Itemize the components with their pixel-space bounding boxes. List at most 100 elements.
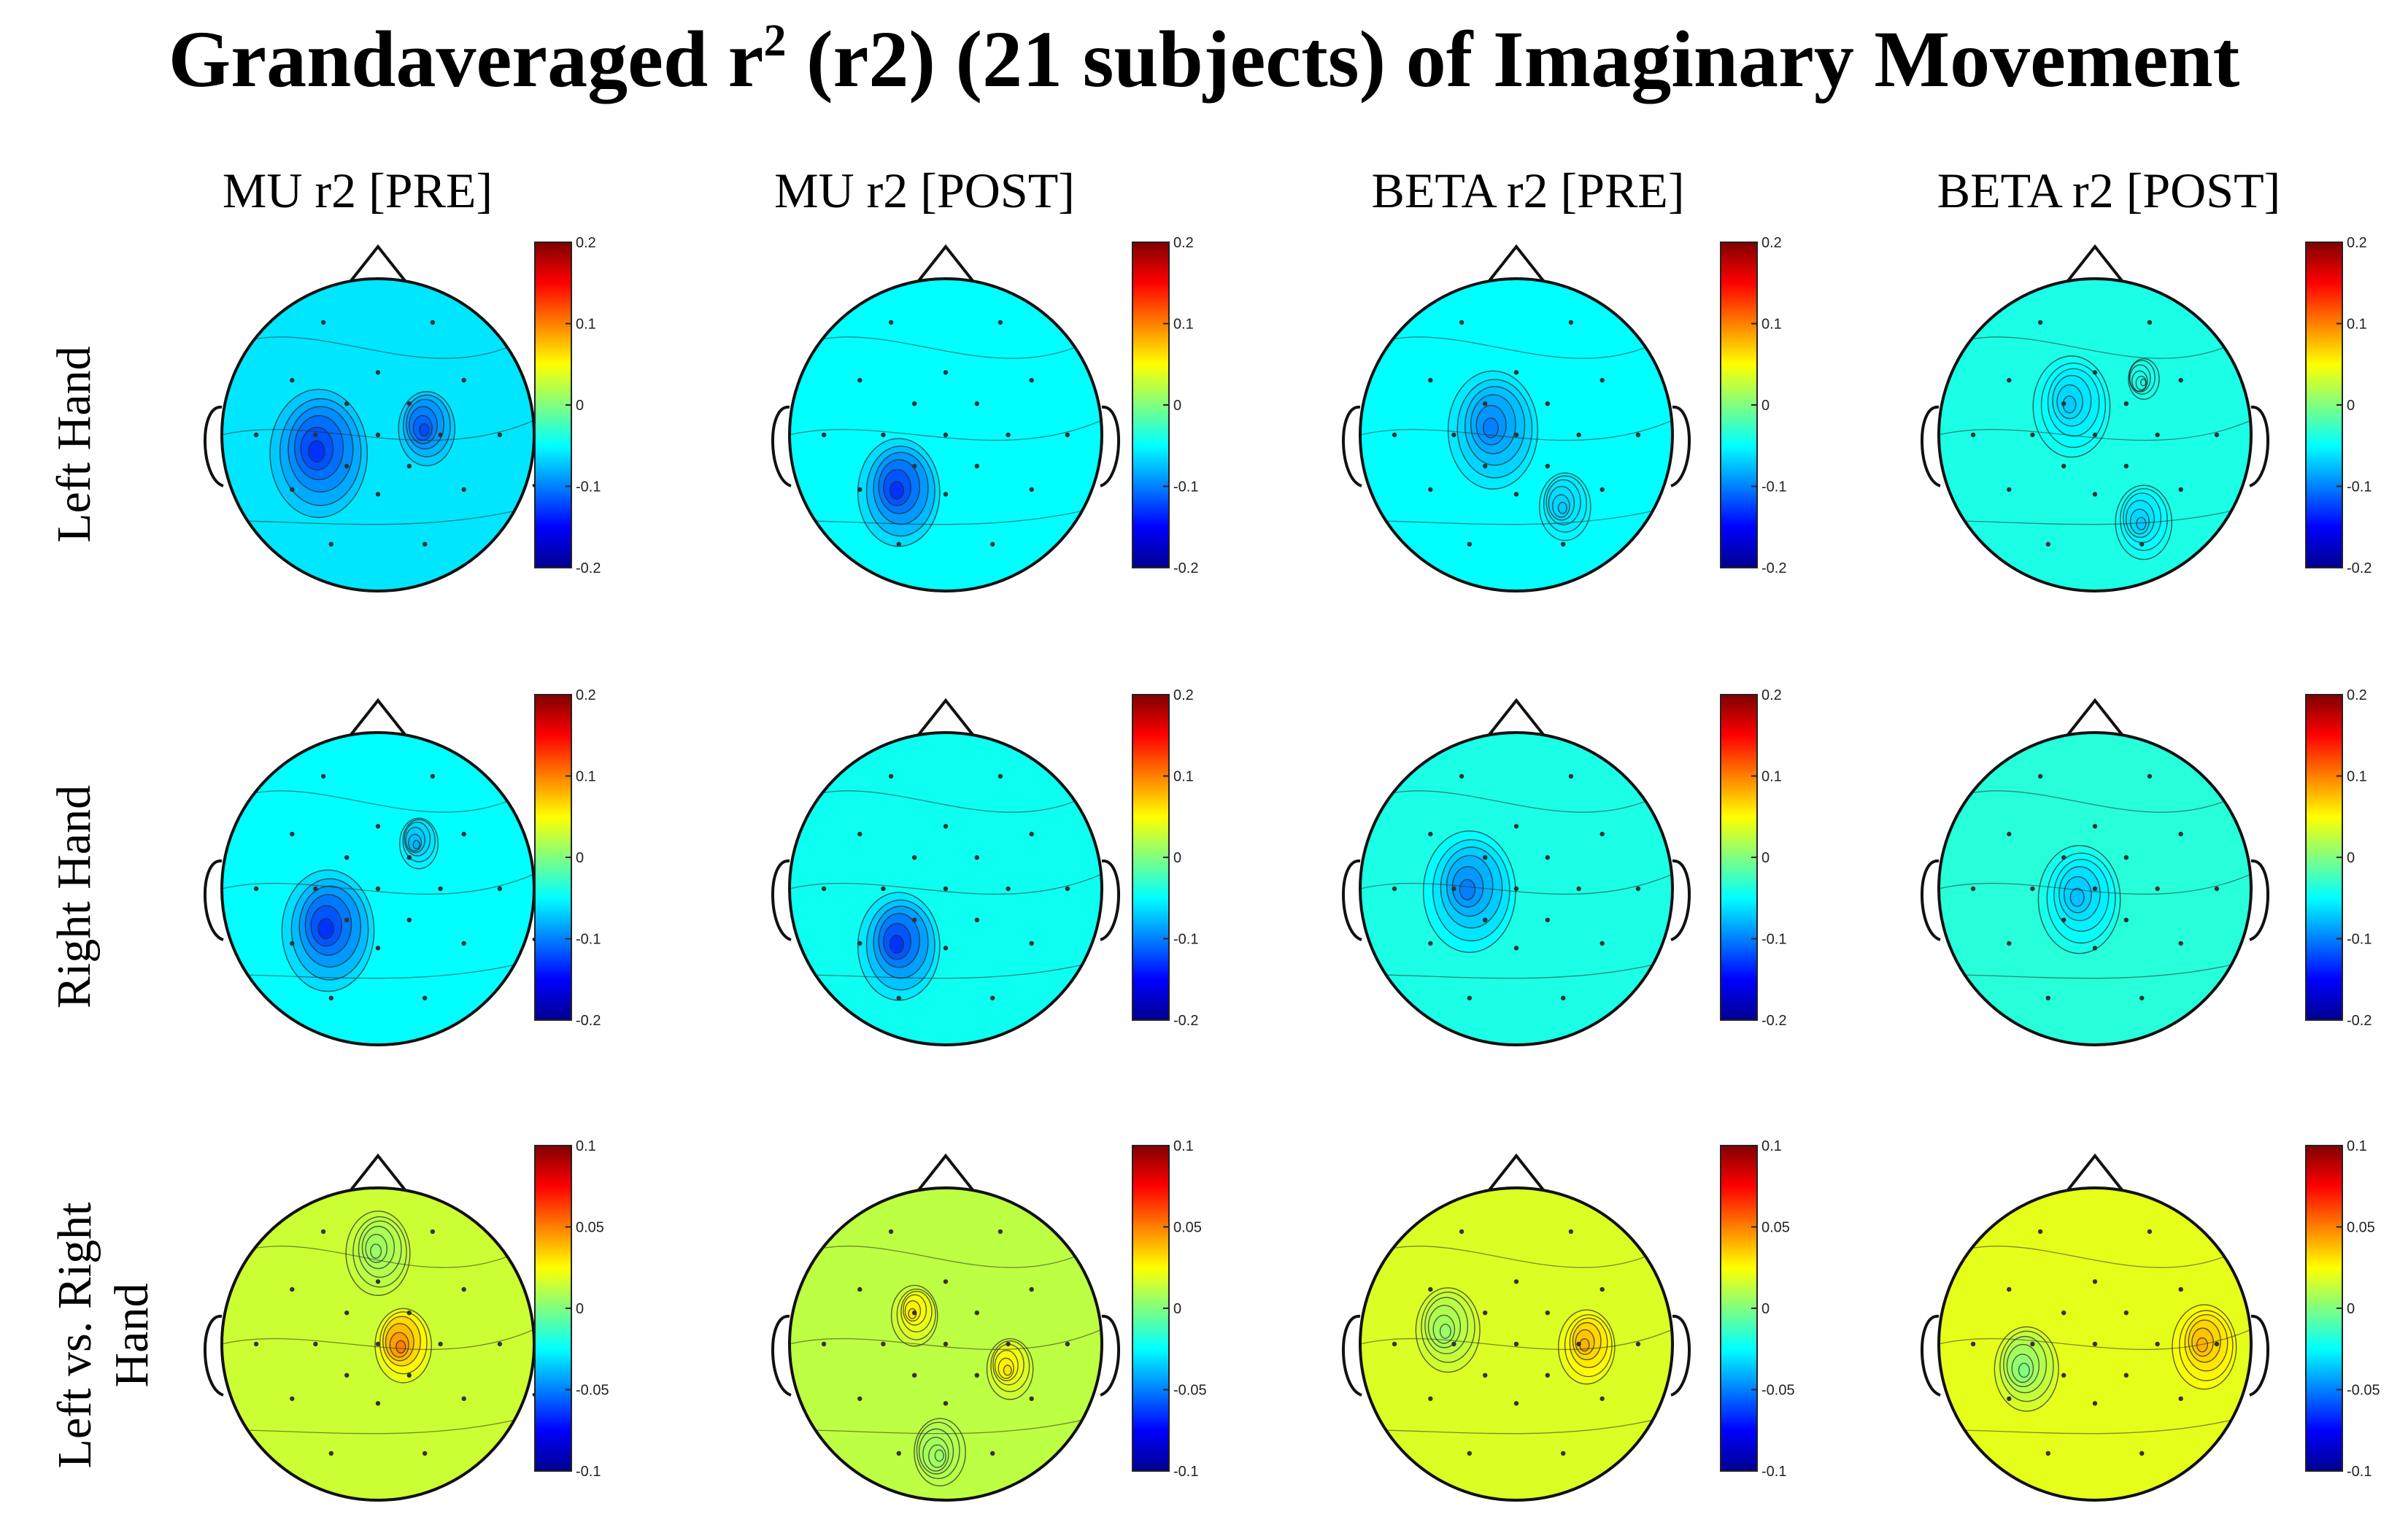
electrode-dot (1467, 541, 1473, 547)
electrode-dot (1545, 917, 1550, 923)
colorbar-tick-label: -0.1 (1173, 1464, 1198, 1480)
contour-level (370, 1243, 382, 1259)
colorbar (2305, 242, 2343, 568)
electrode-dot (821, 886, 827, 892)
colorbar-tick-label: -0.1 (1761, 932, 1786, 948)
electrode-dot (1392, 432, 1397, 438)
electrode-dot (438, 1341, 443, 1347)
electrode-dot (1467, 995, 1473, 1001)
electrode-dot (461, 941, 466, 946)
electrode-dot (1513, 824, 1519, 829)
column-title-beta-pre: BETA r2 [PRE] (1371, 163, 1685, 218)
colorbar-tick-label: 0.05 (2347, 1220, 2375, 1236)
electrode-dot (497, 432, 503, 438)
electrode-dot (2123, 463, 2129, 468)
electrode-dot (1599, 487, 1605, 493)
colorbar-tick-label: 0 (576, 398, 584, 414)
electrode-dot (320, 773, 326, 779)
colorbar (534, 694, 572, 1021)
left-ear-outline (204, 1315, 224, 1397)
electrode-dot (344, 855, 350, 860)
electrode-dot (2123, 1372, 2129, 1378)
electrode-dot (1576, 1341, 1581, 1347)
contour-line (1360, 333, 1672, 359)
nose-outline (916, 1153, 975, 1192)
electrode-dot (857, 377, 863, 383)
electrode-dot (1970, 432, 1976, 438)
contour-line (1360, 1415, 1672, 1435)
electrode-dot (912, 1310, 917, 1316)
contour-line (222, 873, 534, 895)
nose-outline (916, 244, 975, 283)
electrode-dot (2037, 1229, 2043, 1235)
electrode-dot (1545, 1310, 1550, 1316)
electrode-dot (943, 946, 949, 951)
electrode-dot (997, 773, 1003, 779)
electrode-dot (1483, 917, 1488, 923)
electrode-dot (1635, 886, 1641, 892)
head-outline (1359, 1186, 1674, 1502)
electrode-dot (2214, 432, 2220, 438)
electrode-dot (912, 1372, 917, 1378)
electrode-dot (375, 492, 381, 497)
electrode-dot (1513, 1279, 1519, 1284)
electrode-dot (2007, 831, 2012, 837)
electrode-dot (2030, 432, 2035, 438)
contour-line (790, 787, 1102, 813)
electrode-dot (1970, 886, 1976, 892)
electrode-dot (290, 941, 295, 946)
electrode-dot (997, 320, 1003, 325)
electrode-dot (2147, 320, 2153, 325)
electrode-dot (461, 831, 466, 837)
electrode-dot (2045, 541, 2050, 547)
electrode-dot (320, 320, 326, 325)
right-ear-outline (2249, 406, 2269, 487)
electrode-dot (2061, 1310, 2067, 1316)
colorbar-tick-label: -0.05 (1761, 1383, 1795, 1399)
contour-level (1483, 417, 1499, 439)
electrode-dot (2061, 917, 2067, 923)
electrode-dot (1599, 831, 1605, 837)
electrode-dot (422, 995, 428, 1001)
electrode-dot (1568, 1229, 1574, 1235)
electrode-dot (290, 1286, 295, 1292)
left-ear-outline (1921, 406, 1941, 487)
electrode-dot (2178, 487, 2183, 493)
colorbar-tick-label: 0.1 (576, 317, 596, 333)
contour-line (1939, 960, 2251, 979)
colorbar-tick-label: -0.1 (576, 479, 601, 495)
colorbar-tick-label: 0.1 (1173, 769, 1194, 785)
electrode-dot (328, 1451, 333, 1456)
electrode-dot (2007, 487, 2012, 493)
electrode-dot (2123, 917, 2129, 923)
left-ear-outline (771, 406, 792, 487)
electrode-dot (2092, 946, 2098, 951)
topoplot-r0-c2: 0.2 0.1 0 -0.1 -0.2 (1342, 235, 1786, 592)
right-ear-outline (2249, 860, 2269, 941)
electrode-dot (375, 946, 381, 951)
electrode-dot (2178, 1396, 2183, 1402)
topoplot-r0-c3: 0.2 0.1 0 -0.1 -0.2 (1921, 235, 2372, 592)
electrode-dot (438, 886, 443, 892)
electrode-dot (1459, 773, 1465, 779)
electrode-dot (375, 432, 381, 438)
contour-level (412, 840, 420, 850)
electrode-dot (406, 1372, 412, 1378)
figure-title: Grandaveraged r2 (r2) (21 subjects) of I… (0, 13, 2408, 106)
electrode-dot (313, 1341, 318, 1347)
electrode-dot (1006, 432, 1011, 438)
electrode-dot (1599, 941, 1605, 946)
electrode-dot (1065, 432, 1070, 438)
electrode-dot (1006, 1341, 1011, 1347)
colorbar-tick-label: 0.2 (576, 235, 596, 251)
colorbar-tick-label: 0 (2347, 398, 2355, 414)
nose-outline (349, 1153, 407, 1192)
colorbar-tick-label: 0 (2347, 1301, 2355, 1317)
electrode-dot (1428, 487, 1433, 493)
contour-line (1360, 787, 1672, 813)
contour-line (1360, 420, 1672, 441)
contour-level (1557, 501, 1567, 514)
head-outline (1937, 731, 2253, 1046)
electrode-dot (896, 541, 902, 547)
electrode-dot (1392, 1341, 1397, 1347)
